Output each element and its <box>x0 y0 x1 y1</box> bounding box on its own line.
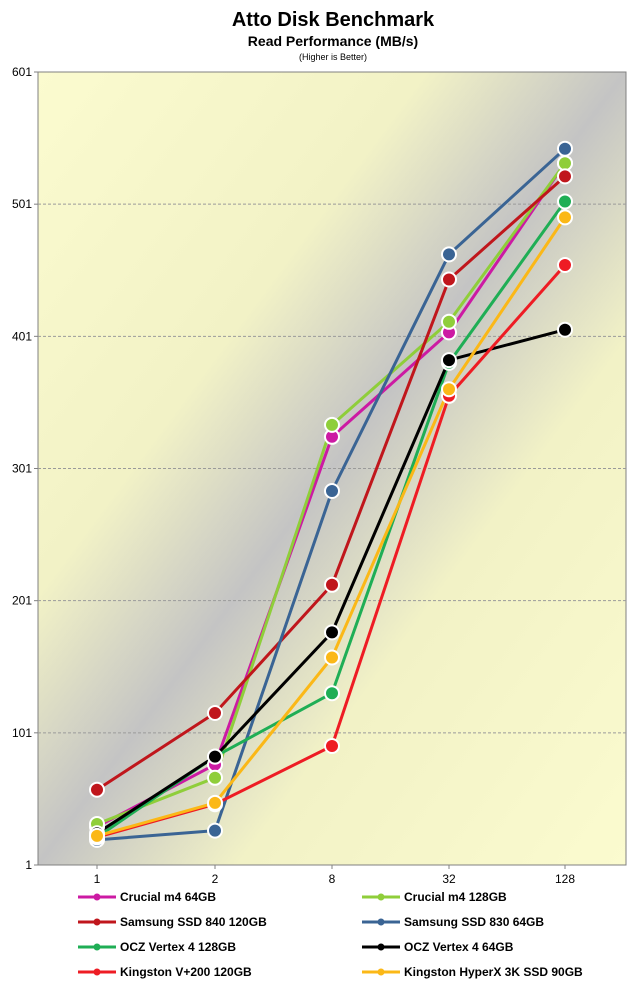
legend-label: Kingston V+200 120GB <box>120 965 252 979</box>
series-layer <box>89 140 573 848</box>
y-tick-label: 601 <box>12 65 32 79</box>
data-point <box>324 576 340 593</box>
legend-label: Samsung SSD 830 64GB <box>404 915 544 929</box>
legend-label: OCZ Vertex 4 128GB <box>120 940 236 954</box>
legend-swatch-marker <box>377 893 385 901</box>
chart-note: (Higher is Better) <box>299 52 367 62</box>
legend-swatch-marker <box>93 943 101 951</box>
legend-label: Crucial m4 128GB <box>404 890 507 904</box>
legend-label: OCZ Vertex 4 64GB <box>404 940 514 954</box>
legend-swatch-marker <box>377 943 385 951</box>
x-tick-label: 32 <box>442 872 456 886</box>
legend-swatch-marker <box>377 968 385 976</box>
chart-subtitle: Read Performance (MB/s) <box>248 33 418 49</box>
data-point <box>207 748 223 765</box>
y-axis: 1 101 201 301 401 501 601 <box>12 65 38 872</box>
x-tick-label: 2 <box>212 872 219 886</box>
x-tick-label: 8 <box>329 872 336 886</box>
legend-label: Kingston HyperX 3K SSD 90GB <box>404 965 583 979</box>
y-tick-label: 1 <box>25 858 32 872</box>
data-point <box>324 624 340 641</box>
y-tick-label: 501 <box>12 197 32 211</box>
y-tick-label: 301 <box>12 462 32 476</box>
y-tick-label: 101 <box>12 726 32 740</box>
x-tick-label: 128 <box>555 872 575 886</box>
data-point <box>207 769 223 786</box>
data-point <box>557 209 573 226</box>
legend-swatch-marker <box>93 918 101 926</box>
data-point <box>441 313 457 330</box>
gridlines <box>38 203 626 734</box>
data-point <box>557 140 573 157</box>
data-point <box>324 649 340 666</box>
data-point <box>324 416 340 433</box>
data-point <box>89 827 105 844</box>
data-point <box>441 271 457 288</box>
data-point <box>557 168 573 185</box>
x-axis: 1 2 8 32 128 <box>94 865 575 886</box>
data-point <box>89 781 105 798</box>
data-point <box>207 794 223 811</box>
legend-swatch-marker <box>377 918 385 926</box>
data-point <box>441 381 457 398</box>
data-point <box>207 705 223 721</box>
legend-swatch-marker <box>93 968 101 976</box>
data-point <box>324 483 340 499</box>
chart-title: Atto Disk Benchmark <box>232 9 435 31</box>
data-point <box>207 822 223 839</box>
legend-label: Crucial m4 64GB <box>120 890 216 904</box>
data-point <box>324 685 340 702</box>
data-point <box>557 257 573 273</box>
legend-label: Samsung SSD 840 120GB <box>120 915 267 929</box>
data-point <box>557 155 573 172</box>
data-point <box>441 352 457 369</box>
y-tick-label: 401 <box>12 329 32 343</box>
data-point <box>441 246 457 263</box>
data-point <box>557 193 573 210</box>
x-tick-label: 1 <box>94 872 101 886</box>
y-tick-label: 201 <box>12 594 32 608</box>
legend: Crucial m4 64GB Crucial m4 128GB Samsung S… <box>78 890 583 979</box>
data-point <box>324 738 340 754</box>
legend-swatch-marker <box>93 893 101 901</box>
data-point <box>557 321 573 338</box>
